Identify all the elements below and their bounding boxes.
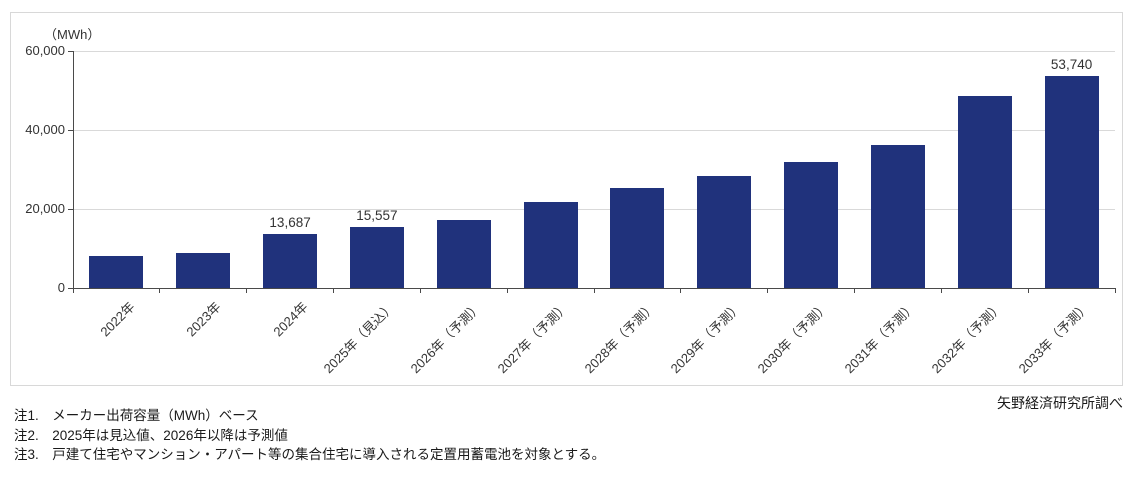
- y-tick-label-40,000: 40,000: [25, 122, 65, 137]
- source-credit: 矢野経済研究所調べ: [997, 395, 1123, 411]
- bar-2029年（予測）: [697, 176, 752, 288]
- bar-2027年（予測）: [523, 202, 578, 288]
- y-axis-line: [72, 51, 74, 288]
- footnotes-block: 注1. メーカー出荷容量（MWh）ベース 注2. 2025年は見込値、2026年…: [14, 406, 605, 465]
- bar-2032年（予測）: [957, 96, 1012, 288]
- x-tick-mark-5: [506, 288, 508, 293]
- value-label-2033年（予測）: 53,740: [1050, 56, 1093, 72]
- value-label-2024年: 13,687: [269, 214, 311, 230]
- x-tick-mark-1: [159, 288, 161, 293]
- bar-2028年（予測）: [610, 188, 665, 288]
- x-tick-mark-11: [1027, 288, 1029, 293]
- gridline-60000: [73, 50, 1115, 52]
- footnote-2: 注2. 2025年は見込値、2026年以降は予測値: [14, 427, 288, 443]
- bar-2022年: [89, 256, 144, 288]
- y-axis-unit-label: （MWh）: [44, 27, 101, 42]
- y-tick-label-0: 0: [57, 280, 65, 295]
- x-tick-mark-10: [940, 288, 942, 293]
- bar-2025年（見込）: [349, 226, 404, 288]
- bar-2024年: [263, 233, 318, 288]
- footnote-1: 注1. メーカー出荷容量（MWh）ベース: [14, 408, 259, 423]
- y-tick-label-20,000: 20,000: [25, 201, 65, 216]
- value-label-2025年（見込）: 15,557: [356, 207, 398, 223]
- bar-2023年: [176, 253, 231, 288]
- bar-2030年（予測）: [784, 162, 839, 288]
- gridline-20000: [73, 208, 1115, 210]
- x-tick-mark-3: [333, 288, 334, 293]
- x-tick-mark-7: [680, 288, 682, 293]
- x-tick-mark-0: [72, 288, 74, 293]
- x-tick-mark-6: [593, 288, 595, 293]
- bar-2031年（予測）: [870, 145, 925, 288]
- x-tick-mark-8: [767, 288, 769, 293]
- y-tick-mark-40000: [68, 129, 73, 131]
- y-tick-mark-20000: [68, 208, 73, 210]
- x-tick-mark-9: [854, 288, 855, 293]
- footnote-3: 注3. 戸建て住宅やマンション・アパート等の集合住宅に導入される定置用蓄電池を対…: [14, 447, 606, 462]
- chart-plot-frame: [10, 12, 1123, 386]
- x-tick-mark-4: [419, 288, 421, 293]
- y-tick-mark-60000: [68, 50, 73, 52]
- x-tick-mark-12: [1114, 288, 1116, 293]
- bar-2033年（予測）: [1044, 75, 1099, 288]
- y-tick-label-60,000: 60,000: [25, 43, 65, 58]
- y-tick-mark-0: [68, 287, 73, 289]
- bar-2026年（予測）: [436, 219, 491, 288]
- gridline-40000: [73, 129, 1115, 131]
- x-tick-mark-2: [246, 288, 248, 293]
